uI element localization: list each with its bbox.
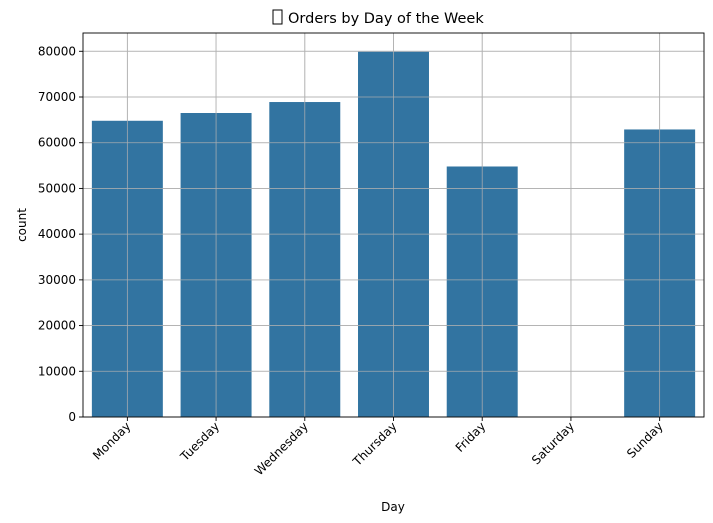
x-axis-label: Day <box>381 500 405 514</box>
y-tick-label: 40000 <box>38 227 76 241</box>
x-tick-label: Monday <box>90 419 133 462</box>
chart-title-group: Orders by Day of the Week <box>272 9 484 27</box>
chart-title: Orders by Day of the Week <box>288 11 484 27</box>
x-tick-label: Sunday <box>624 419 666 461</box>
x-tick-label: Wednesday <box>252 419 311 478</box>
y-tick-label: 0 <box>68 410 76 424</box>
y-axis-ticks: 0 10000 20000 30000 40000 50000 60000 70000 8000… <box>38 44 83 424</box>
y-tick-label: 70000 <box>38 90 76 104</box>
x-tick-label: Saturday <box>529 419 577 467</box>
y-tick-label: 60000 <box>38 136 76 150</box>
y-tick-label: 80000 <box>38 44 76 58</box>
x-tick-label: Friday <box>453 419 489 455</box>
bars <box>83 33 704 418</box>
x-tick-label: Thursday <box>350 419 400 469</box>
y-tick-label: 30000 <box>38 273 76 287</box>
y-tick-label: 20000 <box>38 319 76 333</box>
x-tick-label: Tuesday <box>177 419 222 464</box>
x-axis-ticks: Monday Tuesday Wednesday Thursday Friday Satu… <box>90 417 666 478</box>
y-axis-label: count <box>15 208 29 242</box>
y-tick-label: 50000 <box>38 181 76 195</box>
y-tick-label: 10000 <box>38 364 76 378</box>
title-missing-glyph-icon <box>272 9 283 25</box>
